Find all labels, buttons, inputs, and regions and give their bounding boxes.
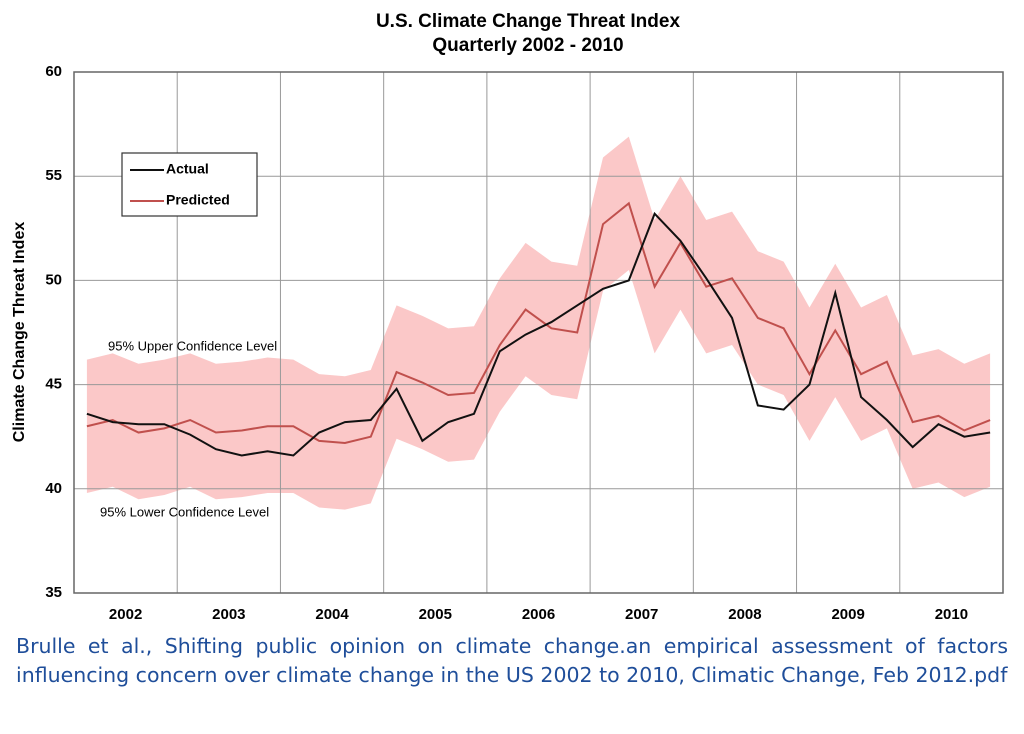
annotation: 95% Upper Confidence Level xyxy=(108,338,277,353)
caption: Brulle et al., Shifting public opinion o… xyxy=(16,634,1008,687)
y-tick-label: 40 xyxy=(45,480,62,497)
legend-box xyxy=(121,152,258,217)
annotation: 95% Lower Confidence Level xyxy=(100,504,269,519)
confidence-band xyxy=(86,136,991,510)
y-tick-label: 55 xyxy=(45,167,62,184)
y-axis-title: Climate Change Threat Index xyxy=(11,222,28,443)
chart: U.S. Climate Change Threat Index Quarter… xyxy=(11,11,1004,623)
x-tick-label: 2010 xyxy=(935,606,968,623)
series-line xyxy=(86,211,991,457)
y-tick-label: 50 xyxy=(45,271,62,288)
x-tick-label: 2002 xyxy=(109,606,142,623)
legend-label: Actual xyxy=(166,161,209,177)
x-tick-label: 2003 xyxy=(212,606,245,623)
x-tick-label: 2005 xyxy=(419,606,452,623)
legend-label: Predicted xyxy=(166,192,230,208)
plot-border xyxy=(73,71,1004,594)
x-tick-label: 2004 xyxy=(315,606,349,623)
x-tick-label: 2008 xyxy=(728,606,761,623)
x-tick-label: 2006 xyxy=(522,606,555,623)
x-tick-label: 2007 xyxy=(625,606,658,623)
series-line xyxy=(86,201,991,444)
chart-subtitle: Quarterly 2002 - 2010 xyxy=(432,35,623,56)
y-tick-label: 60 xyxy=(45,63,62,80)
x-tick-label: 2009 xyxy=(831,606,864,623)
y-tick-label: 45 xyxy=(45,376,62,393)
y-tick-label: 35 xyxy=(45,584,62,601)
chart-title: U.S. Climate Change Threat Index xyxy=(376,11,680,32)
